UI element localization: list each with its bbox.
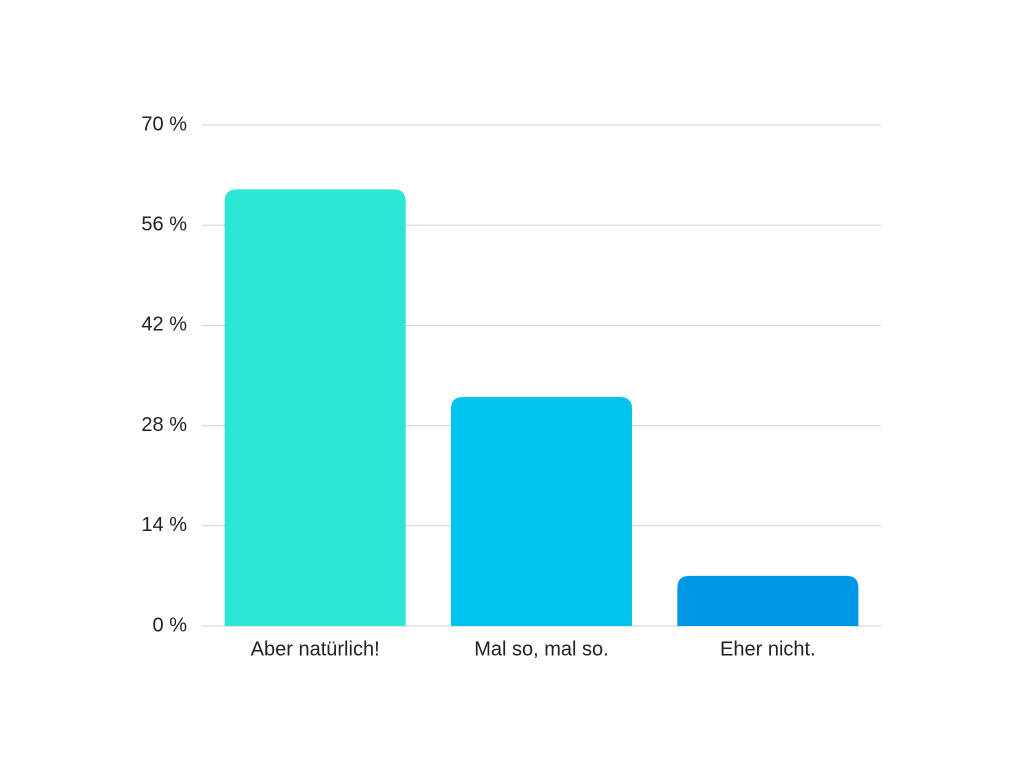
x-tick-label: Aber natürlich! (251, 638, 380, 660)
bar (450, 396, 633, 626)
x-tick-label: Mal so, mal so. (474, 638, 608, 660)
y-tick-label: 70 % (141, 113, 187, 135)
bar (224, 189, 406, 626)
x-tick-label: Eher nicht. (720, 638, 816, 660)
y-tick-label: 42 % (141, 314, 187, 336)
y-tick-label: 28 % (141, 414, 187, 436)
y-tick-label: 0 % (153, 614, 188, 636)
bar (677, 575, 859, 626)
y-tick-label: 14 % (141, 514, 187, 536)
y-tick-label: 56 % (141, 213, 187, 235)
